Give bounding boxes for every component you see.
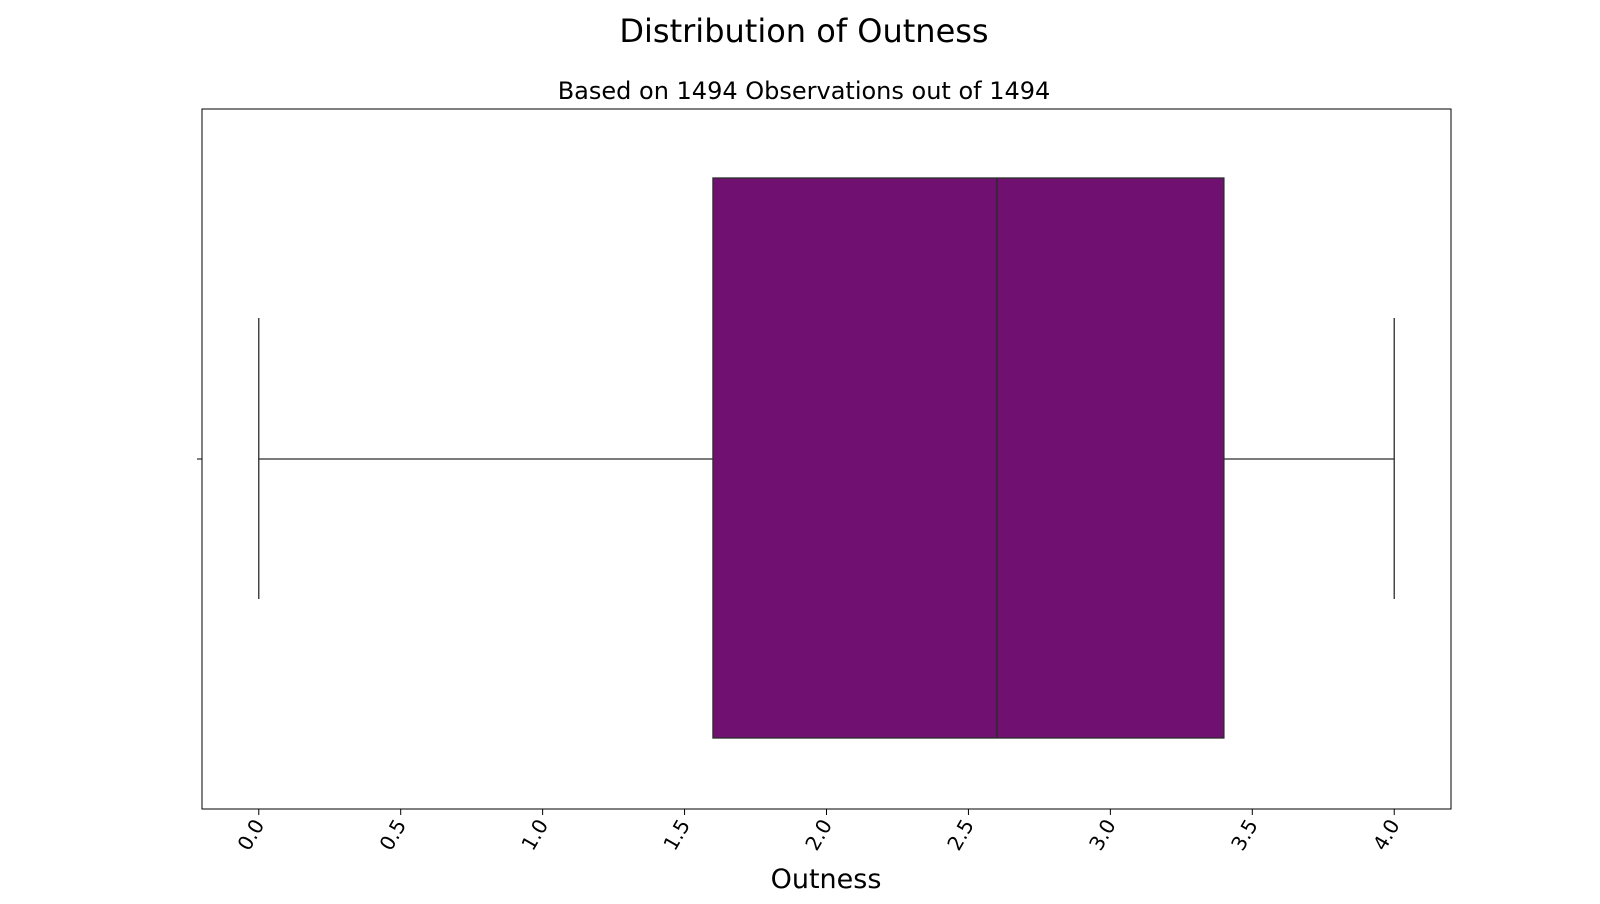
x-axis-label: Outness (771, 864, 882, 895)
chart-subtitle: Based on 1494 Observations out of 1494 (558, 77, 1051, 105)
x-tick-label: 2.0 (800, 815, 837, 855)
x-tick-label: 4.0 (1368, 815, 1405, 855)
x-tick-label: 3.5 (1226, 815, 1263, 855)
x-tick-label: 0.0 (232, 815, 269, 855)
x-tick-label: 0.5 (374, 815, 411, 855)
chart-title: Distribution of Outness (619, 12, 988, 50)
x-tick-label: 2.5 (942, 815, 979, 855)
x-tick-label: 3.0 (1084, 815, 1121, 855)
box-plot-marks (258, 177, 1395, 739)
x-tick-label: 1.0 (516, 815, 553, 855)
x-tick-label: 1.5 (658, 815, 695, 855)
interquartile-box (712, 177, 1225, 739)
